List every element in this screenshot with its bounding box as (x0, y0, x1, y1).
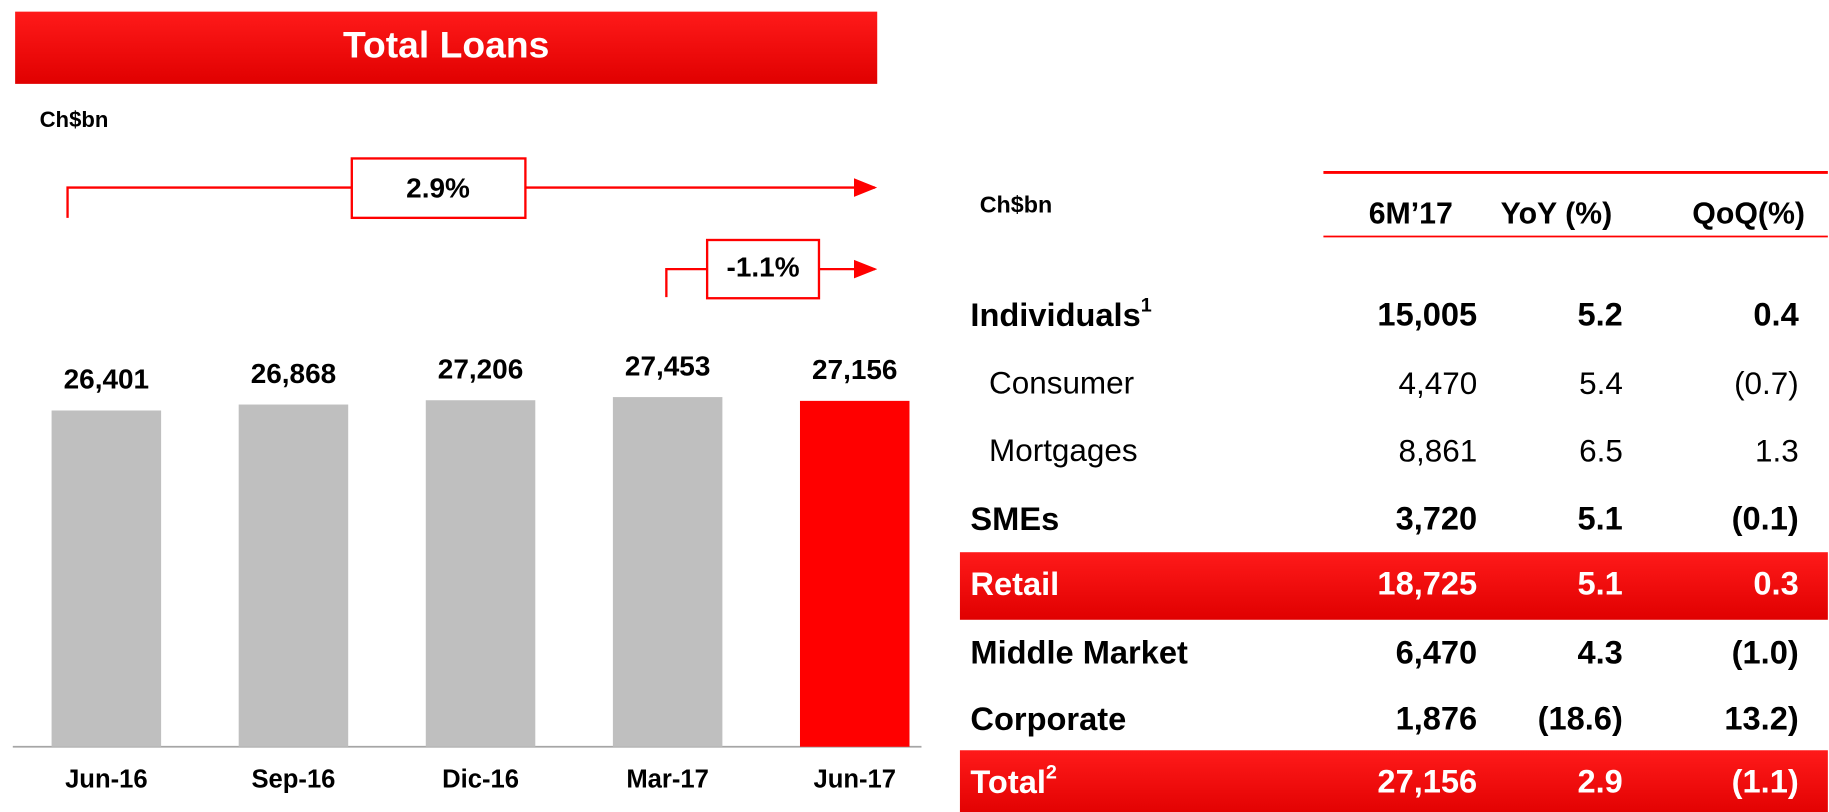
x-tick-label: Dic-16 (442, 765, 519, 793)
unit-label: Ch$bn (40, 107, 109, 132)
x-tick-label: Sep-16 (251, 765, 335, 793)
table-cell: 6,470 (1396, 633, 1478, 670)
arrow (66, 186, 352, 218)
bar (238, 404, 349, 747)
table-cell: 0.4 (1753, 295, 1798, 332)
annotation: 2.9% (406, 172, 470, 203)
chart-title: Total Loans (343, 24, 549, 66)
table-cell: 5.2 (1577, 295, 1622, 332)
row-label-text: Middle Market (970, 633, 1188, 670)
data-label: 26,868 (251, 358, 336, 389)
annotation: -1.1% (727, 252, 800, 283)
row-label-text: SMEs (970, 499, 1059, 536)
row-label: Consumer (989, 366, 1134, 401)
table-cell: (18.6) (1538, 700, 1623, 737)
row-highlight (959, 750, 1828, 812)
table-cell: 6.5 (1579, 433, 1623, 468)
row-label-text: Mortgages (989, 433, 1138, 468)
table-cell: (0.7) (1734, 366, 1799, 401)
row-label: Total2 (970, 762, 1056, 800)
table-cell: 5.1 (1577, 499, 1622, 536)
row-label: Mortgages (989, 433, 1138, 468)
table-cell: 2.9 (1577, 763, 1622, 800)
row-label-text: Retail (970, 565, 1059, 602)
bar (799, 400, 910, 747)
row-label-text: Corporate (970, 700, 1126, 737)
bar (51, 410, 162, 747)
data-label: 27,453 (625, 350, 710, 381)
row-label: Middle Market (970, 633, 1188, 670)
table-cell: 5.4 (1579, 366, 1623, 401)
column-header: 6M’17 (1369, 198, 1453, 231)
table-cell: 1,876 (1396, 700, 1478, 737)
row-label: Individuals1 (970, 295, 1151, 333)
data-label: 27,156 (812, 354, 897, 385)
row-label-text: Individuals (970, 295, 1140, 332)
growth-arrows (66, 157, 878, 300)
column-header: YoY (%) (1501, 198, 1613, 231)
table-cell: 13.2) (1724, 700, 1798, 737)
annotation-box (350, 157, 527, 220)
row-label-text: Consumer (989, 366, 1134, 401)
footnote-mark: 2 (1046, 762, 1057, 784)
row-label: Corporate (970, 700, 1126, 737)
x-tick-label: Mar-17 (626, 765, 709, 793)
data-label: 26,401 (64, 364, 149, 395)
table-cell: 8,861 (1399, 433, 1478, 468)
table-cell: 27,156 (1377, 763, 1477, 800)
data-label: 27,206 (438, 353, 523, 384)
arrow (665, 267, 708, 298)
table-cell: 3,720 (1396, 499, 1478, 536)
table-cell: (1.0) (1732, 633, 1799, 670)
table-cell: 1.3 (1755, 433, 1799, 468)
footnote-mark: 1 (1141, 295, 1152, 317)
table-cell: 15,005 (1377, 295, 1477, 332)
title-bar (15, 11, 878, 84)
row-highlight (959, 552, 1828, 620)
table-cell: 5.1 (1577, 565, 1622, 602)
table-cell: 4,470 (1399, 366, 1478, 401)
table-cell: 0.3 (1753, 565, 1798, 602)
table-cell: (1.1) (1732, 763, 1799, 800)
x-tick-label: Jun-17 (813, 765, 896, 793)
table-cell: (0.1) (1732, 499, 1799, 536)
bar (612, 397, 723, 747)
table-cell: 18,725 (1377, 565, 1477, 602)
row-label-text: Total (970, 763, 1045, 800)
table-cell: 4.3 (1577, 633, 1622, 670)
annotation-box (705, 238, 821, 300)
bar (425, 400, 536, 747)
x-tick-label: Jun-16 (65, 765, 148, 793)
column-header: QoQ(%) (1692, 198, 1805, 231)
row-label: Retail (970, 565, 1059, 602)
row-label: SMEs (970, 499, 1059, 536)
table-unit: Ch$bn (980, 191, 1052, 217)
